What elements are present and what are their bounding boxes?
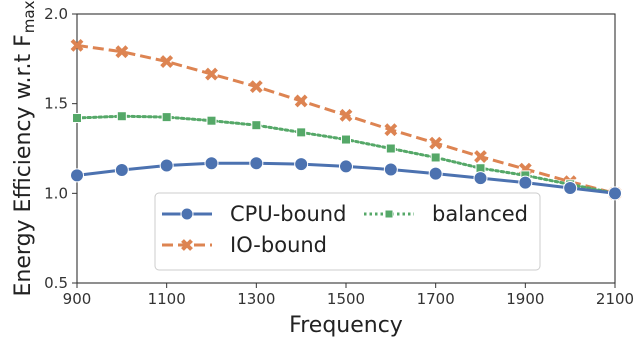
legend-label: CPU-bound	[230, 202, 346, 226]
data-point	[384, 123, 398, 137]
x-tick-label: 1100	[148, 290, 186, 308]
series-layer	[70, 38, 622, 201]
y-tick-label: 0.5	[44, 274, 68, 292]
data-point	[608, 186, 622, 201]
data-point	[70, 168, 84, 183]
data-point	[70, 38, 84, 52]
data-point	[294, 94, 308, 108]
legend-entry: CPU-bound	[162, 202, 346, 226]
data-point	[341, 134, 351, 145]
data-point	[518, 175, 533, 190]
series-cpu-bound	[70, 156, 622, 201]
legend-entry: balanced	[364, 202, 528, 226]
data-point	[249, 80, 263, 94]
y-axis-label-main: Energy Efficiency w.r.t F	[11, 34, 36, 296]
data-point	[116, 111, 127, 122]
x-tick-label: 2100	[596, 290, 634, 308]
legend-marker	[384, 209, 394, 219]
legend-label: IO-bound	[230, 233, 327, 257]
y-tick-label: 2.0	[44, 5, 68, 23]
data-point	[474, 150, 487, 163]
data-point	[205, 67, 218, 81]
legend-marker	[180, 207, 194, 221]
x-axis-label: Frequency	[289, 313, 403, 338]
data-point	[339, 108, 353, 122]
x-tick-label: 1900	[506, 290, 544, 308]
y-tick-label: 1.0	[44, 184, 68, 202]
legend: CPU-bound balanced IO-bound	[154, 192, 541, 271]
data-point	[72, 113, 82, 124]
data-point	[159, 158, 174, 173]
data-point	[339, 159, 353, 174]
data-point	[294, 157, 309, 172]
data-point	[428, 166, 443, 181]
x-tick-label: 1700	[417, 290, 455, 308]
legend-box	[154, 192, 541, 271]
series-io-bound	[70, 38, 622, 200]
data-point	[114, 163, 129, 178]
data-point	[249, 156, 264, 171]
x-tick-label: 900	[63, 290, 92, 308]
legend-label: balanced	[432, 202, 528, 226]
data-point	[161, 112, 172, 123]
y-axis-label: Energy Efficiency w.r.t Fmax	[11, 0, 38, 296]
data-point	[115, 45, 129, 59]
data-point	[473, 171, 488, 186]
data-point	[204, 156, 219, 171]
x-axis: 900 1100 1300 1500 1700 1900 2100	[63, 283, 634, 308]
data-point	[563, 180, 578, 195]
data-point	[385, 143, 396, 154]
data-point	[383, 162, 398, 177]
data-point	[206, 115, 217, 126]
data-point	[430, 152, 441, 163]
y-axis: 0.5 1.0 1.5 2.0	[44, 5, 77, 292]
data-point	[296, 127, 307, 138]
data-point	[160, 55, 174, 68]
x-tick-label: 1500	[327, 290, 365, 308]
data-point	[251, 120, 262, 131]
y-tick-label: 1.5	[44, 95, 68, 113]
data-point	[429, 136, 443, 150]
x-tick-label: 1300	[237, 290, 275, 308]
legend-marker	[181, 239, 193, 251]
legend-entry: IO-bound	[162, 233, 327, 257]
y-axis-label-subscript: max	[20, 0, 38, 33]
